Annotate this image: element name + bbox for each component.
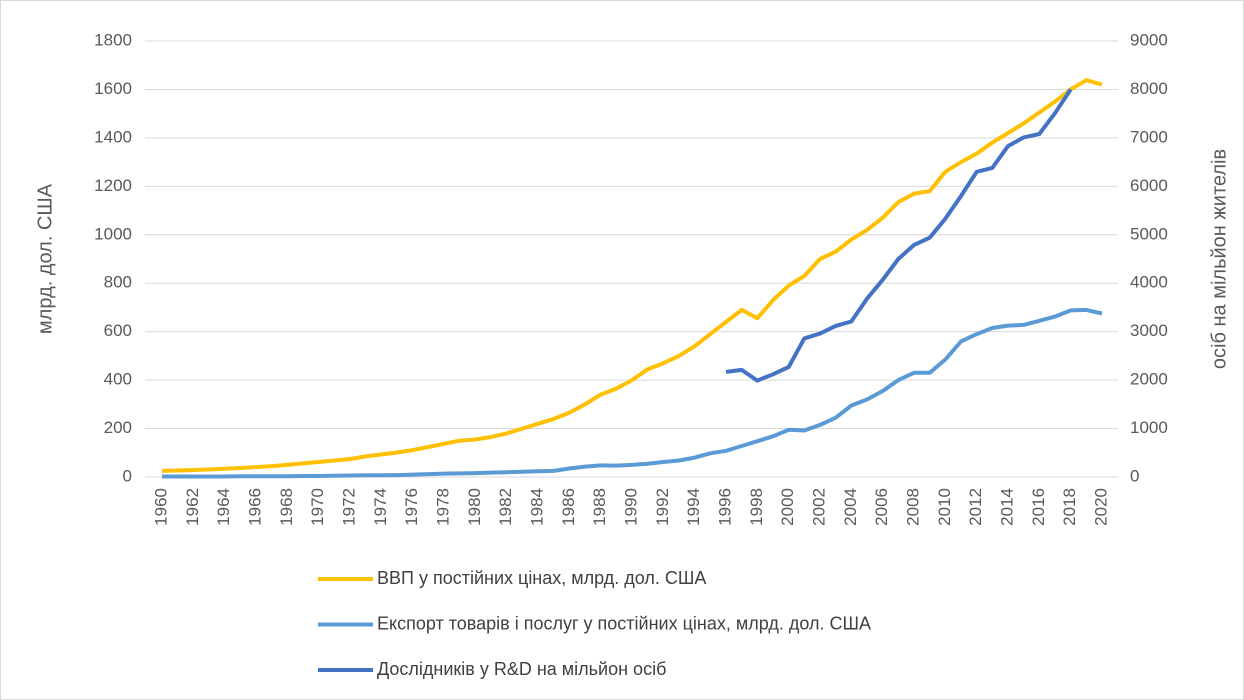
y2-tick-label: 8000 bbox=[1130, 79, 1168, 98]
x-tick-label: 1966 bbox=[245, 488, 264, 526]
y2-tick-label: 2000 bbox=[1130, 370, 1168, 389]
x-tick-label: 1962 bbox=[183, 488, 202, 526]
y-tick-label: 1800 bbox=[94, 30, 132, 49]
y2-tick-label: 4000 bbox=[1130, 273, 1168, 292]
legend-label: Дослідників у R&D на мільйон осіб bbox=[377, 659, 666, 679]
x-tick-label: 1960 bbox=[151, 488, 170, 526]
y2-tick-label: 6000 bbox=[1130, 176, 1168, 195]
y-tick-label: 1400 bbox=[94, 127, 132, 146]
x-tick-label: 2020 bbox=[1091, 488, 1110, 526]
y-tick-label: 800 bbox=[104, 273, 132, 292]
x-tick-label: 2018 bbox=[1060, 488, 1079, 526]
x-tick-label: 2014 bbox=[997, 488, 1016, 526]
x-tick-label: 2004 bbox=[841, 488, 860, 526]
y-tick-label: 0 bbox=[123, 466, 132, 485]
x-tick-label: 2002 bbox=[809, 488, 828, 526]
y-tick-label: 600 bbox=[104, 321, 132, 340]
x-tick-label: 1982 bbox=[496, 488, 515, 526]
y2-axis-label: осіб на мільйон жителів bbox=[1208, 149, 1230, 369]
y-tick-label: 1600 bbox=[94, 79, 132, 98]
x-tick-label: 1980 bbox=[465, 488, 484, 526]
y-tick-label: 1000 bbox=[94, 224, 132, 243]
series-line bbox=[725, 88, 1073, 383]
y2-tick-label: 9000 bbox=[1130, 30, 1168, 49]
legend-label: Експорт товарів і послуг у постійних цін… bbox=[377, 613, 871, 633]
series-line bbox=[161, 78, 1103, 473]
x-tick-label: 2008 bbox=[903, 488, 922, 526]
x-tick-label: 1988 bbox=[590, 488, 609, 526]
x-tick-label: 1972 bbox=[339, 488, 358, 526]
legend-label: ВВП у постійних цінах, млрд. дол. США bbox=[377, 568, 706, 588]
y-axis-label: млрд. дол. США bbox=[34, 183, 56, 334]
y2-tick-label: 1000 bbox=[1130, 418, 1168, 437]
x-tick-label: 2006 bbox=[872, 488, 891, 526]
x-tick-label: 1994 bbox=[684, 488, 703, 526]
x-tick-label: 1970 bbox=[308, 488, 327, 526]
y-tick-label: 400 bbox=[104, 370, 132, 389]
x-tick-label: 1990 bbox=[621, 488, 640, 526]
x-tick-label: 1978 bbox=[433, 488, 452, 526]
series-line bbox=[162, 307, 1103, 479]
x-tick-label: 1964 bbox=[214, 488, 233, 526]
y-tick-label: 200 bbox=[104, 418, 132, 437]
y-tick-label: 1200 bbox=[94, 176, 132, 195]
y2-tick-label: 5000 bbox=[1130, 224, 1168, 243]
x-tick-label: 2016 bbox=[1029, 488, 1048, 526]
x-tick-label: 2012 bbox=[966, 488, 985, 526]
x-tick-label: 1968 bbox=[277, 488, 296, 526]
x-tick-label: 1986 bbox=[559, 488, 578, 526]
y2-tick-label: 0 bbox=[1130, 466, 1139, 485]
x-tick-label: 1974 bbox=[371, 488, 390, 526]
x-tick-label: 1976 bbox=[402, 488, 421, 526]
x-tick-label: 1992 bbox=[653, 488, 672, 526]
x-tick-label: 1996 bbox=[715, 488, 734, 526]
x-tick-label: 1984 bbox=[527, 488, 546, 526]
y2-tick-label: 3000 bbox=[1130, 321, 1168, 340]
y2-tick-label: 7000 bbox=[1130, 127, 1168, 146]
x-tick-label: 2010 bbox=[935, 488, 954, 526]
x-tick-label: 2000 bbox=[778, 488, 797, 526]
x-tick-label: 1998 bbox=[747, 488, 766, 526]
